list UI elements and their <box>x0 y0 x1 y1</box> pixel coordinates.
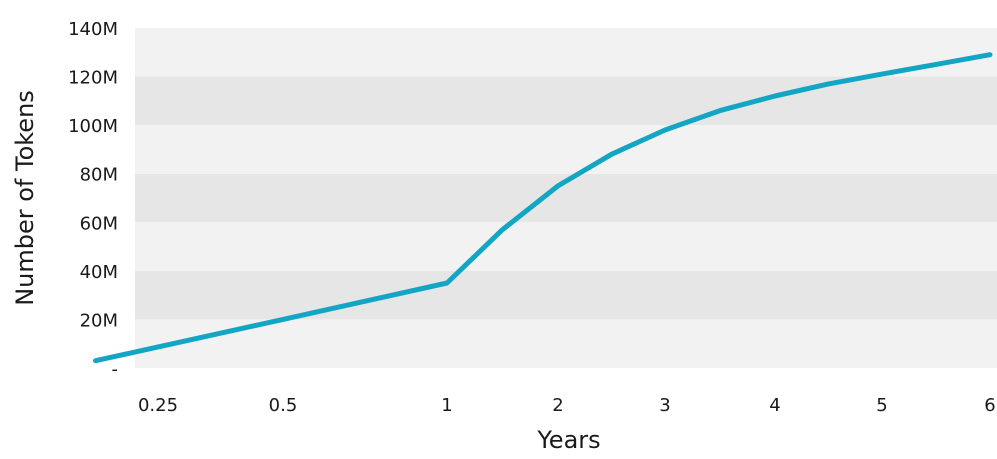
x-tick-label: 3 <box>659 395 670 416</box>
y-tick-label: 60M <box>80 213 118 234</box>
grid-band <box>135 76 997 126</box>
x-tick-label: 4 <box>769 395 780 416</box>
y-tick-label: 20M <box>80 310 118 331</box>
grid-band <box>135 125 997 174</box>
y-tick-label: 140M <box>68 19 118 40</box>
series-lines <box>93 52 993 364</box>
y-tick-label: 40M <box>80 262 118 283</box>
grid-band <box>135 28 997 77</box>
x-axis-title: Years <box>536 426 600 454</box>
x-axis-ticks: 0.25 0.5 1 2 3 4 5 6 <box>138 395 996 416</box>
x-tick-label: 6 <box>984 395 995 416</box>
x-tick-label: 0.25 <box>138 395 178 416</box>
y-axis-title: Number of Tokens <box>11 90 39 306</box>
x-tick-label: 1 <box>441 395 452 416</box>
grid-band <box>135 319 997 368</box>
grid-band <box>135 270 997 320</box>
series-line <box>93 52 993 364</box>
grid-band <box>135 222 997 271</box>
y-tick-label: 120M <box>68 68 118 89</box>
x-tick-label: 0.5 <box>269 395 298 416</box>
x-tick-label: 2 <box>552 395 563 416</box>
y-tick-label: 80M <box>80 165 118 186</box>
x-tick-label: 5 <box>876 395 887 416</box>
y-tick-label: 100M <box>68 116 118 137</box>
y-axis-ticks: - 20M 40M 60M 80M 100M 120M 140M <box>68 19 118 380</box>
y-tick-label: - <box>112 359 119 380</box>
